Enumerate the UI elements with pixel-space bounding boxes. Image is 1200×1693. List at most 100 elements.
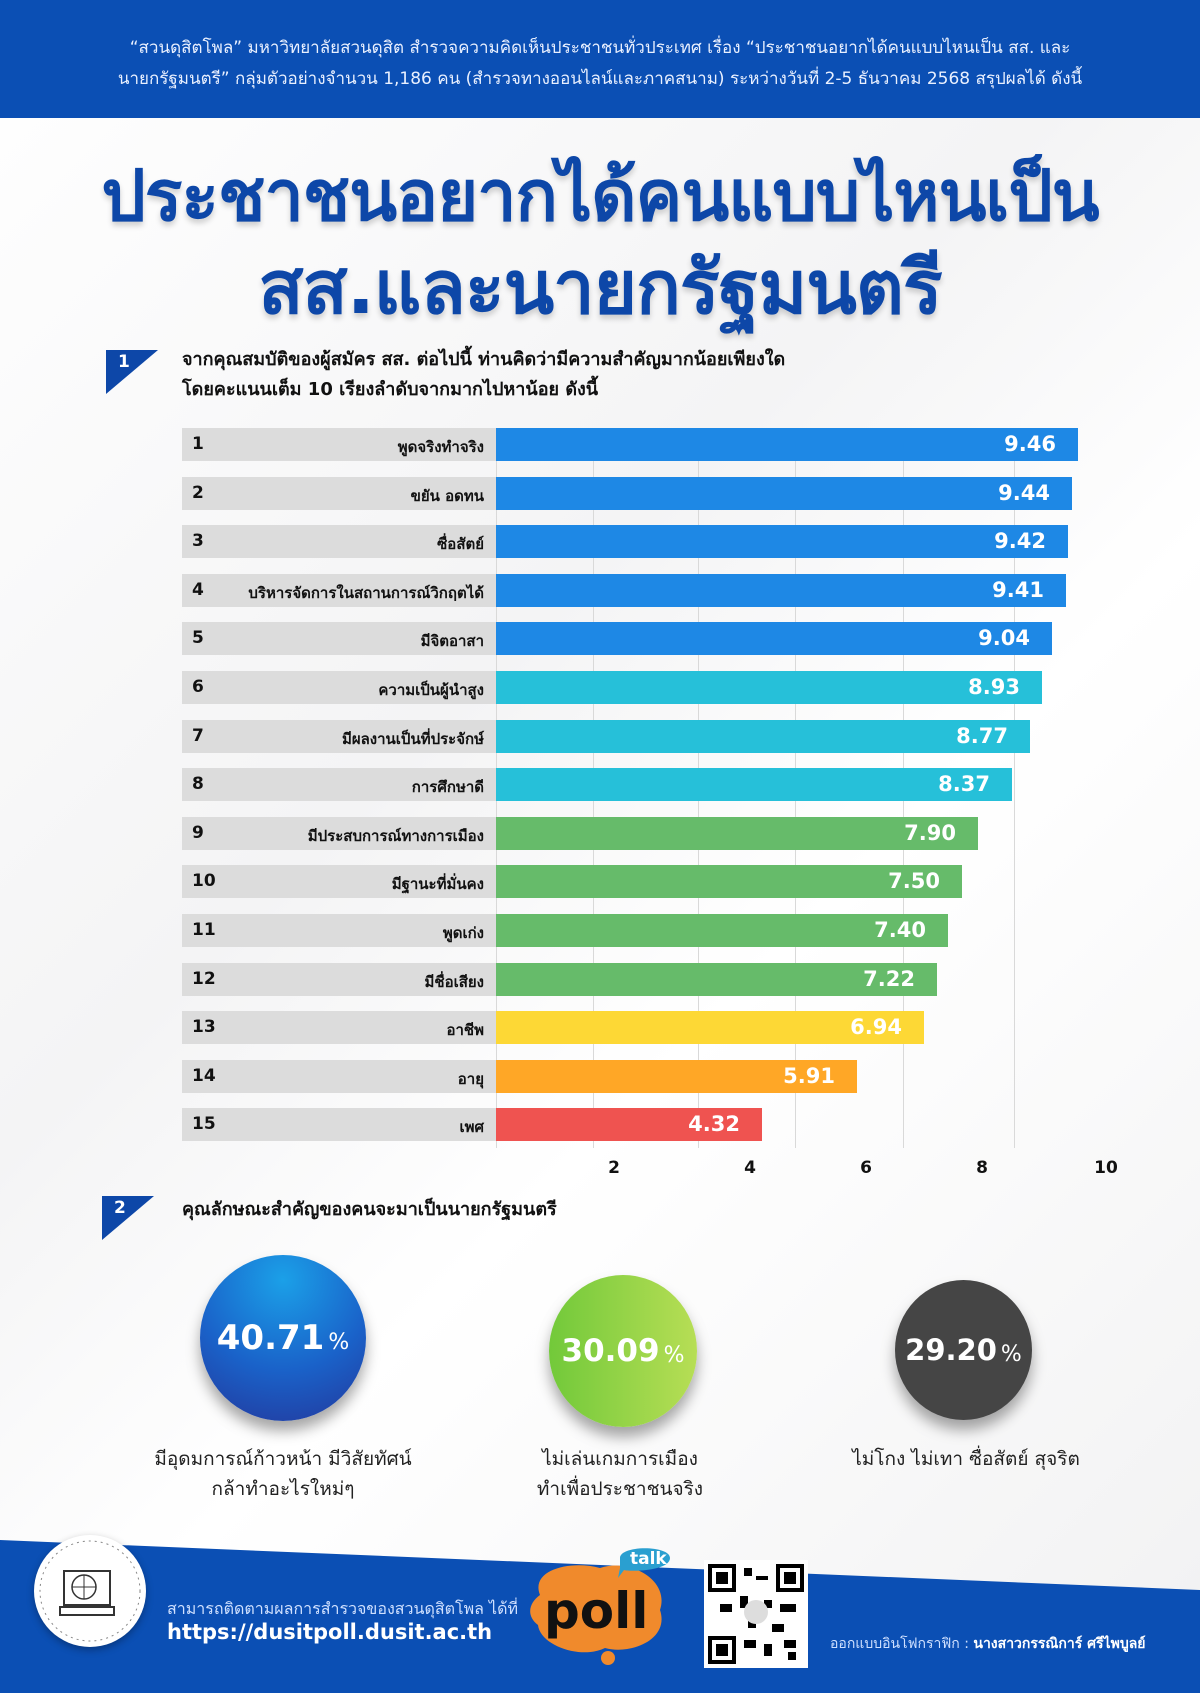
section-1-question-line-2: โดยคะแนนเต็ม 10 เรียงลำดับจากมากไปหาน้อย…	[182, 379, 599, 400]
row-label-box: 4 บริหารจัดการในสถานการณ์วิกฤตได้	[182, 573, 496, 607]
qr-code-icon	[708, 1564, 804, 1664]
caption-line: ไม่โกง ไม่เทา ซื่อสัตย์ สุจริต	[852, 1448, 1080, 1470]
bar-value-label: 9.04	[978, 626, 1030, 651]
bar-value-label: 9.46	[1004, 432, 1056, 456]
row-label-box: 6 ความเป็นผู้นำสูง	[182, 671, 496, 704]
row-rank: 15	[192, 1114, 216, 1135]
bar: 7.50	[496, 865, 962, 899]
chart-row: 15 เพศ 4.32	[182, 1108, 1122, 1142]
bar: 7.90	[496, 816, 978, 850]
bar: 8.77	[496, 719, 1030, 753]
row-label: บริหารจัดการในสถานการณ์วิกฤตได้	[248, 583, 484, 602]
bar: 8.93	[496, 671, 1042, 704]
percent-sign: %	[663, 1342, 685, 1368]
section-2-badge: 2	[102, 1196, 154, 1240]
row-label-box: 2 ขยัน อดทน	[182, 476, 496, 510]
row-rank: 10	[192, 871, 216, 892]
row-rank: 6	[192, 677, 204, 697]
row-label-box: 9 มีประสบการณ์ทางการเมือง	[182, 816, 496, 850]
designer-credit: ออกแบบอินโฟกราฟิก : นางสาวกรรณิการ์ ศรีไ…	[830, 1633, 1146, 1655]
x-tick: 6	[860, 1158, 872, 1178]
bar: 7.40	[496, 914, 948, 947]
chart-row: 6 ความเป็นผู้นำสูง 8.93	[182, 671, 1122, 704]
row-rank: 9	[192, 822, 204, 843]
chart-row: 1 พูดจริงทำจริง 9.46	[182, 428, 1122, 461]
row-label-box: 3 ซื่อสัตย์	[182, 525, 496, 559]
header-banner: “สวนดุสิตโพล” มหาวิทยาลัยสวนดุสิต สำรวจค…	[0, 0, 1200, 118]
chart-row: 8 การศึกษาดี 8.37	[182, 768, 1122, 802]
row-rank: 8	[192, 774, 204, 795]
row-label: มีประสบการณ์ทางการเมือง	[307, 826, 484, 845]
row-label-box: 8 การศึกษาดี	[182, 768, 496, 802]
stat-value: 40.71	[216, 1318, 325, 1358]
row-label: มีจิตอาสา	[420, 632, 484, 651]
bar-value-label: 8.77	[956, 723, 1008, 748]
chart-row: 3 ซื่อสัตย์ 9.42	[182, 525, 1122, 559]
gridline	[1014, 428, 1015, 1148]
row-label: พูดเก่ง	[442, 924, 484, 942]
bar-value-label: 4.32	[688, 1112, 740, 1137]
row-rank: 4	[192, 579, 204, 600]
bar-value-label: 8.93	[968, 675, 1020, 699]
row-rank: 7	[192, 725, 204, 746]
row-label: พูดจริงทำจริง	[397, 438, 484, 456]
row-rank: 2	[192, 482, 204, 503]
stat-circle-1: 40.71%	[200, 1255, 366, 1421]
stat-caption-1: มีอุดมการณ์ก้าวหน้า มีวิสัยทัศน์ กล้าทำอ…	[103, 1444, 463, 1504]
x-tick: 8	[976, 1158, 988, 1178]
poll-talk-logo: talk poll	[520, 1540, 690, 1670]
percent-sign: %	[1000, 1341, 1022, 1367]
website-link[interactable]: https://dusitpoll.dusit.ac.th	[167, 1620, 493, 1644]
bar-value-label: 7.22	[863, 966, 915, 991]
ranking-bar-chart: 1 พูดจริงทำจริง 9.46 2 ขยัน อดทน 9.44 3 ซื่อสัต…	[182, 428, 1122, 1188]
row-label-box: 13 อาชีพ	[182, 1011, 496, 1045]
row-label: เพศ	[459, 1118, 484, 1137]
row-label: อายุ	[457, 1069, 484, 1088]
bar-value-label: 8.37	[938, 772, 990, 797]
row-label-box: 12 มีชื่อเสียง	[182, 962, 496, 996]
x-tick: 10	[1094, 1158, 1118, 1178]
triangle-badge-icon	[102, 1196, 154, 1240]
caption-line: มีอุดมการณ์ก้าวหน้า มีวิสัยทัศน์	[154, 1448, 412, 1470]
row-label-box: 1 พูดจริงทำจริง	[182, 428, 496, 461]
globe-computer-icon	[39, 1540, 141, 1642]
caption-line: กล้าทำอะไรใหม่ๆ	[211, 1478, 355, 1500]
chart-row: 10 มีฐานะที่มั่นคง 7.50	[182, 865, 1122, 899]
qr-code[interactable]	[704, 1560, 808, 1668]
row-label: การศึกษาดี	[411, 778, 484, 797]
bar: 9.04	[496, 622, 1052, 656]
chart-row: 12 มีชื่อเสียง 7.22	[182, 962, 1122, 996]
stat-circle-2: 30.09%	[549, 1275, 697, 1427]
bar-value-label: 7.40	[874, 918, 926, 942]
row-rank: 5	[192, 628, 204, 649]
stat-caption-2: ไม่เล่นเกมการเมือง ทำเพื่อประชาชนจริง	[440, 1444, 800, 1504]
follow-text: สามารถติดตามผลการสำรวจของสวนดุสิตโพล ได้…	[167, 1599, 519, 1618]
bar-value-label: 9.41	[992, 577, 1044, 602]
section-2-number: 2	[114, 1198, 126, 1218]
x-tick: 2	[608, 1158, 620, 1178]
university-seal-logo	[34, 1535, 146, 1647]
caption-line: ทำเพื่อประชาชนจริง	[536, 1478, 704, 1500]
row-rank: 14	[192, 1065, 216, 1086]
bar: 7.22	[496, 962, 937, 996]
row-label-box: 11 พูดเก่ง	[182, 914, 496, 947]
bar-value-label: 7.50	[888, 869, 940, 894]
bar: 8.37	[496, 768, 1012, 802]
row-label: ซื่อสัตย์	[437, 535, 484, 554]
bar: 9.46	[496, 428, 1078, 461]
bar: 4.32	[496, 1108, 762, 1142]
row-label-box: 15 เพศ	[182, 1108, 496, 1142]
svg-text:talk: talk	[630, 1549, 667, 1569]
bar: 9.42	[496, 525, 1068, 559]
chart-row: 5 มีจิตอาสา 9.04	[182, 622, 1122, 656]
chart-row: 13 อาชีพ 6.94	[182, 1011, 1122, 1045]
row-rank: 11	[192, 920, 216, 940]
bar-value-label: 6.94	[850, 1015, 902, 1040]
bar: 5.91	[496, 1059, 857, 1093]
row-label-box: 5 มีจิตอาสา	[182, 622, 496, 656]
stat-value: 29.20	[905, 1333, 997, 1367]
chart-row: 14 อายุ 5.91	[182, 1059, 1122, 1093]
triangle-badge-icon	[106, 350, 158, 394]
row-rank: 3	[192, 531, 204, 552]
designer-label: ออกแบบอินโฟกราฟิก :	[830, 1636, 969, 1652]
